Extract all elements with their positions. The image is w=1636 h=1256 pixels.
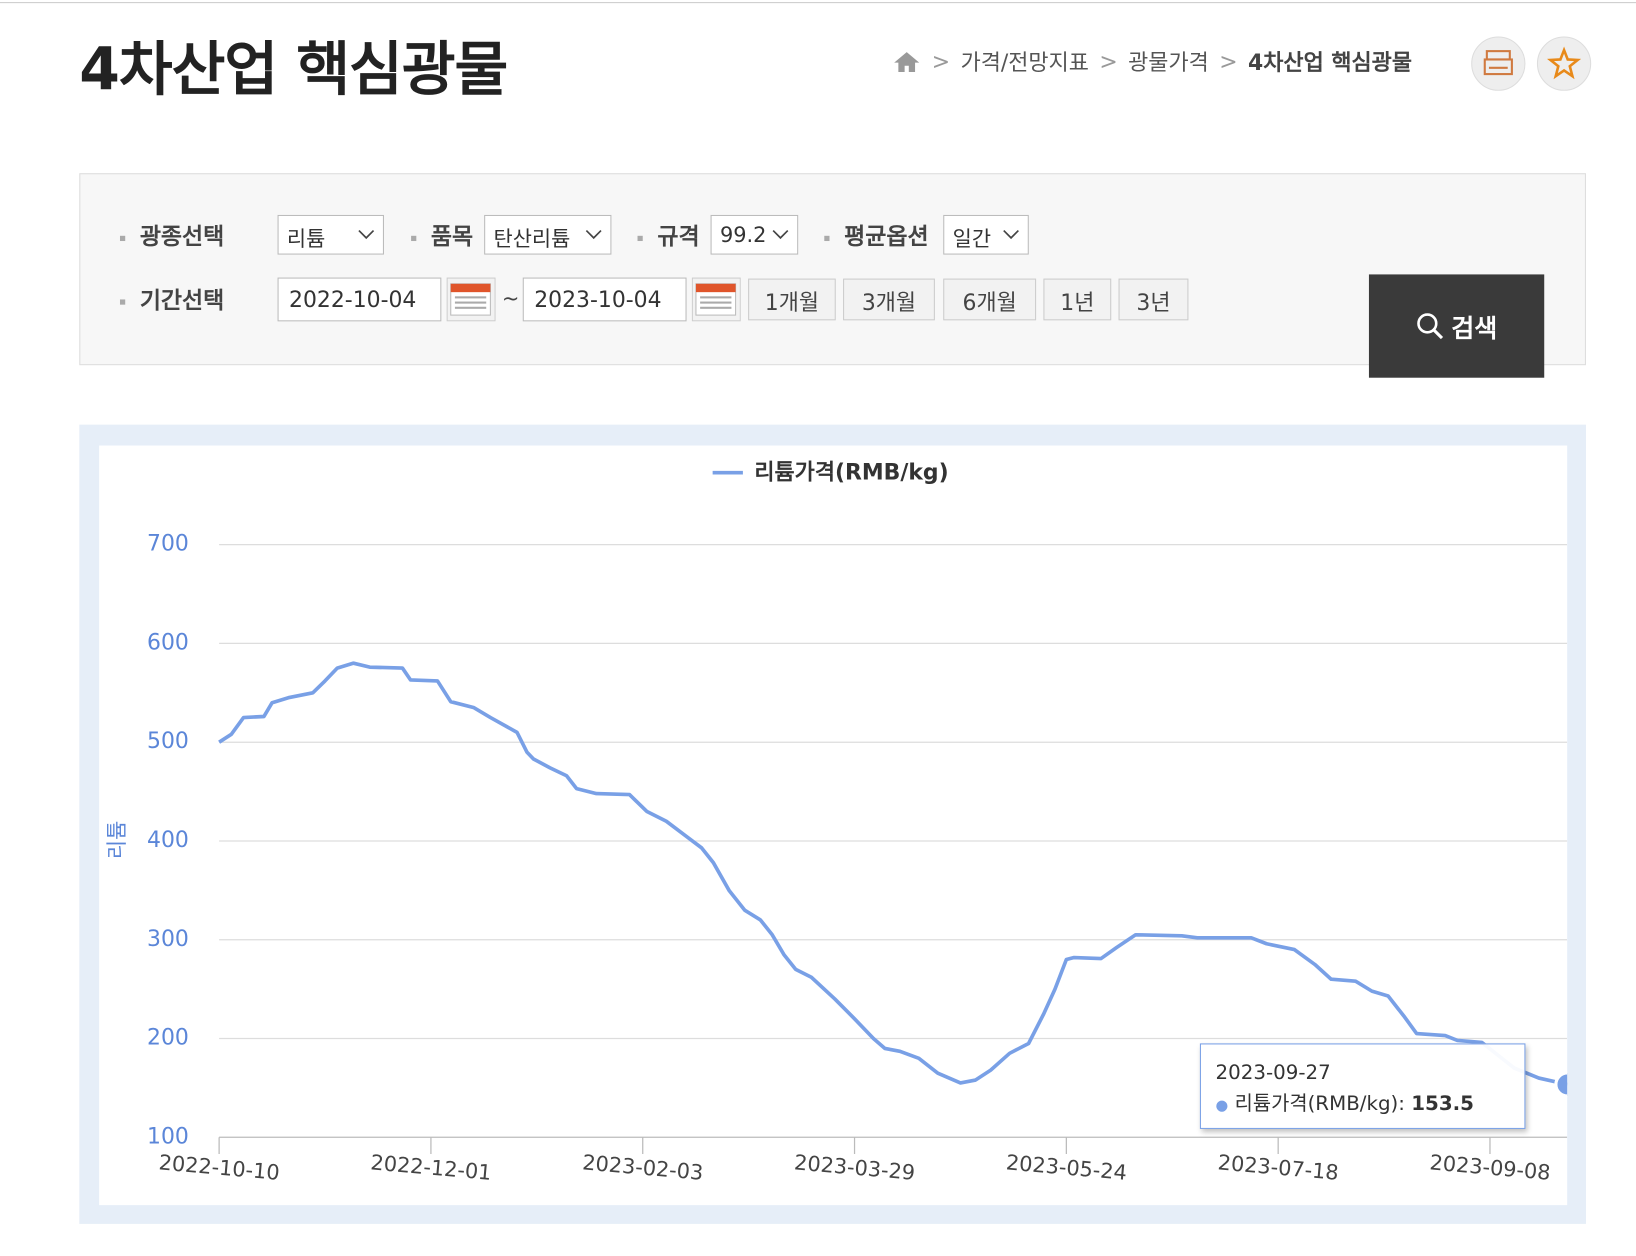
- search-button[interactable]: 검색: [1368, 274, 1545, 378]
- tooltip-label: 리튬가격(RMB/kg):: [1234, 1092, 1405, 1116]
- tooltip-value: 153.5: [1411, 1092, 1474, 1116]
- range-button[interactable]: 3년: [1118, 278, 1189, 321]
- x-tick-label: 2023-03-29: [793, 1150, 916, 1184]
- y-tick-label: 400: [147, 828, 189, 853]
- select-value: 리튬: [286, 226, 326, 252]
- field-label: 기간선택: [120, 282, 224, 315]
- favorite-button[interactable]: [1536, 36, 1592, 91]
- tooltip-bullet: ●: [1215, 1097, 1229, 1115]
- top-border: [0, 2, 1636, 4]
- x-tick-label: 2022-12-01: [370, 1150, 493, 1184]
- filter-panel: [79, 173, 1586, 366]
- legend-label: 리튬가격(RMB/kg): [754, 461, 948, 486]
- select-value: 99.2: [719, 222, 767, 248]
- date-separator: ~: [501, 285, 520, 311]
- breadcrumb-item[interactable]: 광물가격: [1128, 50, 1209, 76]
- page-title: 4차산업 핵심광물: [79, 36, 508, 105]
- date-input[interactable]: 2023-10-04: [522, 277, 687, 322]
- separator: >: [931, 49, 951, 75]
- x-tick-label: 2023-07-18: [1217, 1150, 1340, 1184]
- y-tick-label: 200: [147, 1026, 189, 1051]
- select[interactable]: 리튬: [277, 214, 384, 255]
- x-tick-label: 2022-10-10: [158, 1150, 281, 1184]
- select-value: 탄산리튬: [493, 226, 571, 252]
- field-label: 품목: [411, 218, 473, 251]
- x-tick-label: 2023-09-08: [1429, 1150, 1552, 1184]
- range-button[interactable]: 1년: [1043, 278, 1112, 321]
- search-label: 검색: [1451, 314, 1498, 344]
- search-icon: [1417, 312, 1443, 339]
- line-series: [218, 661, 1568, 1087]
- x-tick-label: 2023-05-24: [1005, 1150, 1128, 1184]
- y-tick-label: 300: [147, 927, 189, 952]
- select[interactable]: 탄산리튬: [484, 214, 612, 255]
- tooltip-date: 2023-09-27: [1215, 1061, 1331, 1085]
- breadcrumb: > 가격/전망지표 > 광물가격 > 4차산업 핵심광물: [892, 46, 1412, 77]
- select[interactable]: 99.2: [710, 214, 799, 255]
- x-tick-label: 2023-02-03: [581, 1150, 704, 1184]
- field-label: 규격: [638, 218, 699, 251]
- print-button[interactable]: [1471, 36, 1526, 91]
- breadcrumb-item[interactable]: 가격/전망지표: [960, 50, 1089, 76]
- select-value: 일간: [952, 226, 992, 252]
- home-icon[interactable]: [892, 49, 921, 74]
- range-button[interactable]: 3개월: [843, 278, 935, 321]
- y-tick-label: 700: [147, 532, 189, 557]
- y-tick-label: 100: [147, 1124, 189, 1149]
- calendar-button[interactable]: [446, 277, 496, 322]
- date-input[interactable]: 2022-10-04: [277, 277, 442, 322]
- field-label: 평균옵션: [824, 218, 928, 251]
- separator: >: [1099, 49, 1118, 75]
- select[interactable]: 일간: [943, 214, 1029, 255]
- breadcrumb-current: 4차산업 핵심광물: [1248, 50, 1413, 76]
- tooltip: 2023-09-27 ● 리튬가격(RMB/kg): 153.5: [1199, 1043, 1526, 1129]
- range-button[interactable]: 1개월: [748, 278, 836, 321]
- calendar-button[interactable]: [691, 277, 741, 322]
- field-label: 광종선택: [120, 218, 224, 251]
- chart: 리튬 100 200 300 400 500 600 700 2022-10-10 2022-1…: [105, 461, 1568, 1185]
- y-tick-label: 600: [147, 630, 189, 655]
- hover-point: [1554, 1071, 1568, 1098]
- range-button[interactable]: 6개월: [943, 278, 1037, 321]
- y-axis-label: 리튬: [105, 821, 129, 859]
- y-tick-label: 500: [147, 729, 189, 754]
- separator: >: [1219, 49, 1238, 75]
